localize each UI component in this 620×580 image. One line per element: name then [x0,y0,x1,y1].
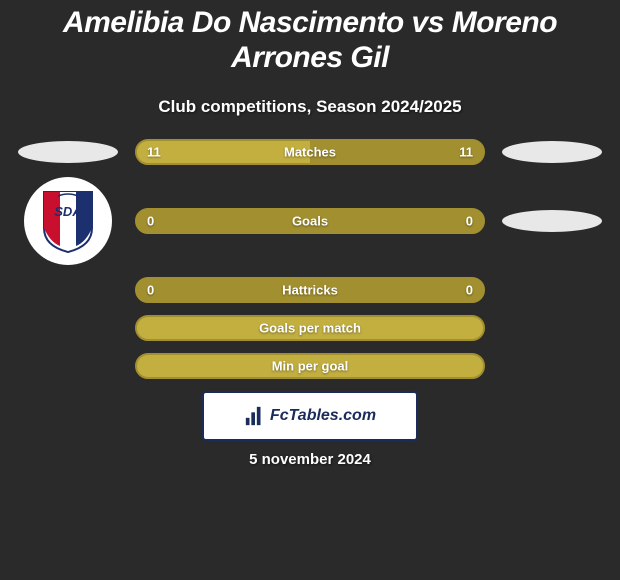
stat-label: Matches [284,145,336,160]
stat-right-value: 0 [466,214,473,229]
left-team-badge-icon: SDA [24,177,112,265]
stat-left-value: 11 [147,145,161,160]
left-slot: SDA [8,177,128,265]
stat-left-value: 0 [147,283,154,298]
comparison-row: 0 Hattricks 0 [8,277,612,303]
page-title: Amelibia Do Nascimento vs Moreno Arrones… [8,0,612,79]
stat-label: Goals [292,214,328,229]
right-ellipse-icon [502,141,602,163]
date-text: 5 november 2024 [8,451,612,468]
bars-icon [244,405,266,427]
comparison-row: Min per goal [8,353,612,379]
left-ellipse-icon [18,141,118,163]
right-ellipse-icon [502,210,602,232]
stat-bar-min-per-goal: Min per goal [135,353,485,379]
stat-right-value: 11 [459,145,473,160]
stat-label: Hattricks [282,283,338,298]
stat-bar-hattricks: 0 Hattricks 0 [135,277,485,303]
subtitle: Club competitions, Season 2024/2025 [8,97,612,117]
right-slot [492,210,612,232]
left-slot [8,141,128,163]
right-slot [492,141,612,163]
comparison-row: Goals per match [8,315,612,341]
stat-bar-matches: 11 Matches 11 [135,139,485,165]
comparison-row: SDA 0 Goals 0 [8,177,612,265]
badge-text: SDA [54,204,81,219]
stat-label: Min per goal [272,359,349,374]
brand-link[interactable]: FcTables.com [202,391,418,441]
stat-bar-goals-per-match: Goals per match [135,315,485,341]
stat-bar-goals: 0 Goals 0 [135,208,485,234]
stat-right-value: 0 [466,283,473,298]
stat-label: Goals per match [259,321,361,336]
brand-label: FcTables.com [270,407,376,425]
stat-left-value: 0 [147,214,154,229]
comparison-row: 11 Matches 11 [8,139,612,165]
